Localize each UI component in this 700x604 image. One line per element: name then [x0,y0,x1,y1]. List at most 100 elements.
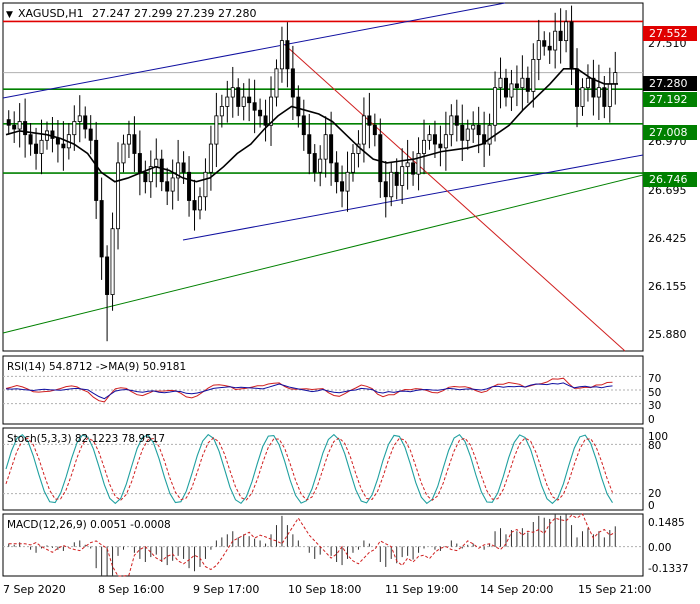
candle-body [602,87,607,107]
stoch-tick-label: 0 [648,500,655,512]
time-tick-label: 9 Sep 17:00 [193,583,259,596]
support-trend-line [2,174,644,334]
candle-body [531,59,536,92]
rsi-tick-label: 0 [648,414,655,426]
candle-body [547,45,552,51]
rsi-axis[interactable]: 70 50 30 0 [648,373,661,426]
candle-body [575,68,580,107]
candle-body [105,256,110,295]
candle-body [285,40,290,70]
candle-body [553,30,558,51]
level-tag-label: 27.008 [649,126,688,139]
candle-body [454,115,459,126]
candle-body [312,153,317,173]
stoch-tick-label: 80 [648,440,661,452]
candle-body [39,139,44,154]
candle-body [99,200,104,258]
macd-axis[interactable]: 0.1485 0.00 -0.1337 [648,517,689,575]
candle-body [34,143,39,154]
current-price-tag: 27.280 [643,76,697,91]
rsi-tick-label: 50 [648,387,661,399]
time-tick-label: 7 Sep 2020 [3,583,66,596]
rsi-line [5,377,613,403]
candle-body [471,124,476,130]
candle-body [17,121,22,130]
candle-body [482,134,487,145]
candle-body [121,143,126,164]
candle-body [443,134,448,149]
candle-body [318,158,323,173]
stoch-tick-label: 20 [648,488,661,500]
candle-body [361,115,366,145]
candle-body [383,181,388,198]
macd-title: MACD(12,26,9) 0.0051 -0.0008 [7,519,171,531]
macd-tick-label: -0.1337 [648,563,689,575]
candle-body [225,96,230,107]
candle-body [170,177,175,192]
candle-body [137,153,142,173]
candle-body [585,77,590,89]
candle-body [596,87,601,98]
stoch-title: Stoch(5,3,3) 82.1223 78.9517 [7,433,165,445]
candle-body [607,83,612,107]
candle-body [350,153,355,173]
candle-body [476,124,481,136]
level-tag-26746: 26.746 [643,172,697,187]
candle-body [301,115,306,136]
candle-body [148,166,153,183]
candle-body [274,68,279,98]
price-tick-label: 26.425 [648,232,687,245]
candle-body [192,200,197,211]
candle-body [542,40,547,47]
main-price-panel[interactable] [2,2,644,352]
candle-body [514,83,519,89]
stoch-tick-label: 100 [648,431,668,443]
candle-body [279,40,284,70]
candle-body [558,30,563,42]
current-price-label: 27.280 [649,77,688,90]
stoch-d-line [5,437,613,501]
rsi-ma-line [5,382,613,400]
chart-ohlc: 27.247 27.299 27.239 27.280 [92,7,256,20]
candle-body [88,128,93,141]
stoch-layer [3,433,643,505]
candle-body [427,134,432,141]
candle-body [258,109,263,117]
time-tick-label: 14 Sep 20:00 [480,583,553,596]
price-tick-label: 26.155 [648,280,687,293]
candle-body [460,124,465,141]
candle-body [236,87,241,107]
candle-body [525,77,530,92]
candle-body [290,68,295,98]
candle-body [214,115,219,145]
symbol-triangle-icon: ▼ [6,10,13,20]
rsi-layer [3,375,643,405]
candle-body [241,96,246,107]
candle-body [23,121,28,136]
lower-channel-line [182,154,644,241]
candle-body [329,134,334,164]
candle-body [83,115,88,130]
candle-body [536,40,541,60]
macd-panel[interactable] [2,513,644,577]
candle-body [394,171,399,186]
candle-body [509,83,514,98]
candle-body [61,143,66,149]
candle-body [389,171,394,198]
level-tag-27192: 27.192 [643,92,697,107]
candle-body [219,106,224,117]
level-tag-label: 27.192 [649,93,688,106]
time-axis[interactable]: 7 Sep 2020 8 Sep 16:00 9 Sep 17:00 10 Se… [3,583,651,596]
candle-body [159,158,164,183]
candle-body [55,138,60,145]
candle-body [176,162,181,179]
candle-body [269,96,274,126]
candle-body [345,171,350,192]
candle-body [498,77,503,89]
candle-body [487,124,492,145]
chart-symbol: XAGUSD,H1 [18,7,84,20]
candle-body [230,87,235,98]
stoch-axis[interactable]: 100 80 20 0 [648,431,668,512]
